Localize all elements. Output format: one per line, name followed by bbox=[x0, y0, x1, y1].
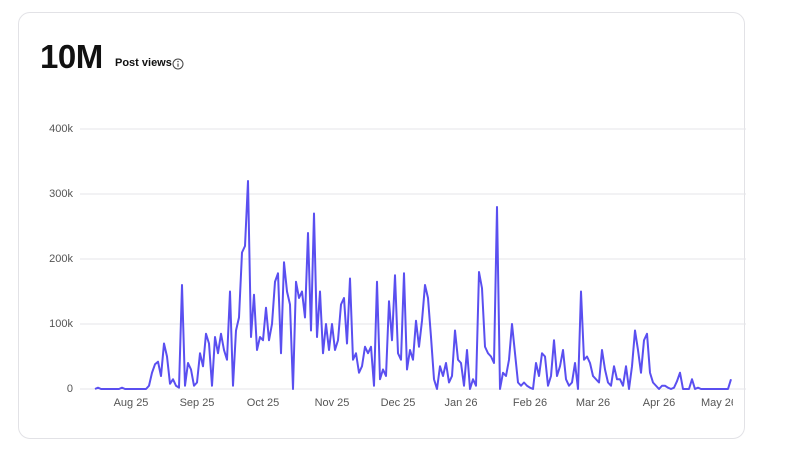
x-tick-label: Apr 26 bbox=[643, 397, 675, 409]
x-tick-label: Jan 26 bbox=[444, 397, 477, 409]
x-tick-label: Aug 25 bbox=[114, 397, 149, 409]
x-tick-label: Dec 25 bbox=[381, 397, 416, 409]
y-tick-label: 200k bbox=[49, 253, 73, 265]
card bbox=[18, 12, 745, 439]
metric-label: Post views bbox=[115, 57, 172, 69]
y-tick-label: 400k bbox=[49, 123, 73, 135]
line bbox=[94, 180, 732, 390]
y-tick-label: 300k bbox=[49, 188, 73, 200]
y-tick-label: 0 bbox=[67, 383, 73, 395]
total-views: 10M bbox=[40, 38, 103, 75]
x-tick-label: Oct 25 bbox=[247, 397, 279, 409]
info-icon[interactable] bbox=[172, 58, 184, 70]
y-tick-label: 100k bbox=[49, 318, 73, 330]
x-tick-label: Mar 26 bbox=[576, 397, 610, 409]
x-tick-label: Feb 26 bbox=[513, 397, 547, 409]
x-tick-label: Nov 25 bbox=[315, 397, 350, 409]
x-tick-label: May 26 bbox=[701, 397, 737, 409]
x-axis-labels: Aug 25 Sep 25 Oct 25 Nov 25 Dec 25 Jan 26 Feb … bbox=[114, 397, 737, 409]
x-tick-label: Sep 25 bbox=[180, 397, 215, 409]
